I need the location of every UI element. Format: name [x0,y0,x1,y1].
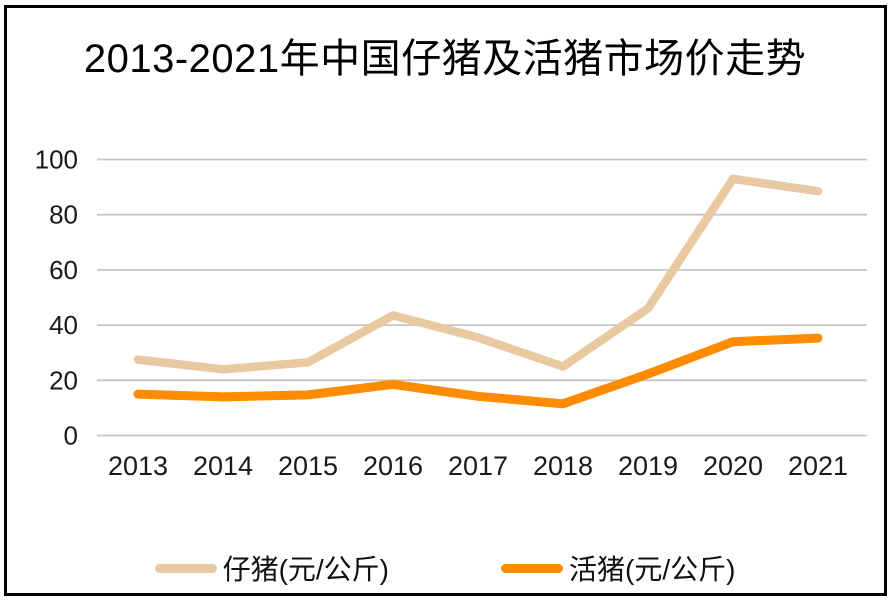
y-tick-label-80: 80 [49,200,78,230]
legend-swatch-piglet [154,563,217,573]
x-tick-label-2015: 2015 [278,451,338,481]
legend-item-live-pig: 活猪(元/公斤) [501,548,735,588]
y-tick-label-100: 100 [35,145,78,175]
chart-frame [4,5,887,596]
legend-label-piglet: 仔猪(元/公斤) [222,554,389,585]
x-tick-label-2021: 2021 [788,451,848,481]
x-tick-label-2014: 2014 [193,451,253,481]
legend: 仔猪(元/公斤) 活猪(元/公斤) [0,546,890,590]
y-tick-label-20: 20 [49,365,78,395]
legend-label-live-pig: 活猪(元/公斤) [569,554,736,585]
x-tick-label-2018: 2018 [533,451,593,481]
y-tick-label-40: 40 [49,310,78,340]
series-line-0 [133,174,823,374]
x-tick-label-2020: 2020 [703,451,763,481]
series-line-1 [133,333,823,409]
chart-title: 2013-2021年中国仔猪及活猪市场价走势 [83,37,807,81]
y-tick-label-0: 0 [64,421,78,451]
x-tick-label-2016: 2016 [363,451,423,481]
legend-item-piglet: 仔猪(元/公斤) [154,548,389,588]
legend-swatch-live-pig [501,563,563,573]
x-tick-label-2017: 2017 [448,451,508,481]
x-tick-label-2019: 2019 [618,451,678,481]
x-tick-label-2013: 2013 [108,451,168,481]
y-tick-label-60: 60 [49,255,78,285]
